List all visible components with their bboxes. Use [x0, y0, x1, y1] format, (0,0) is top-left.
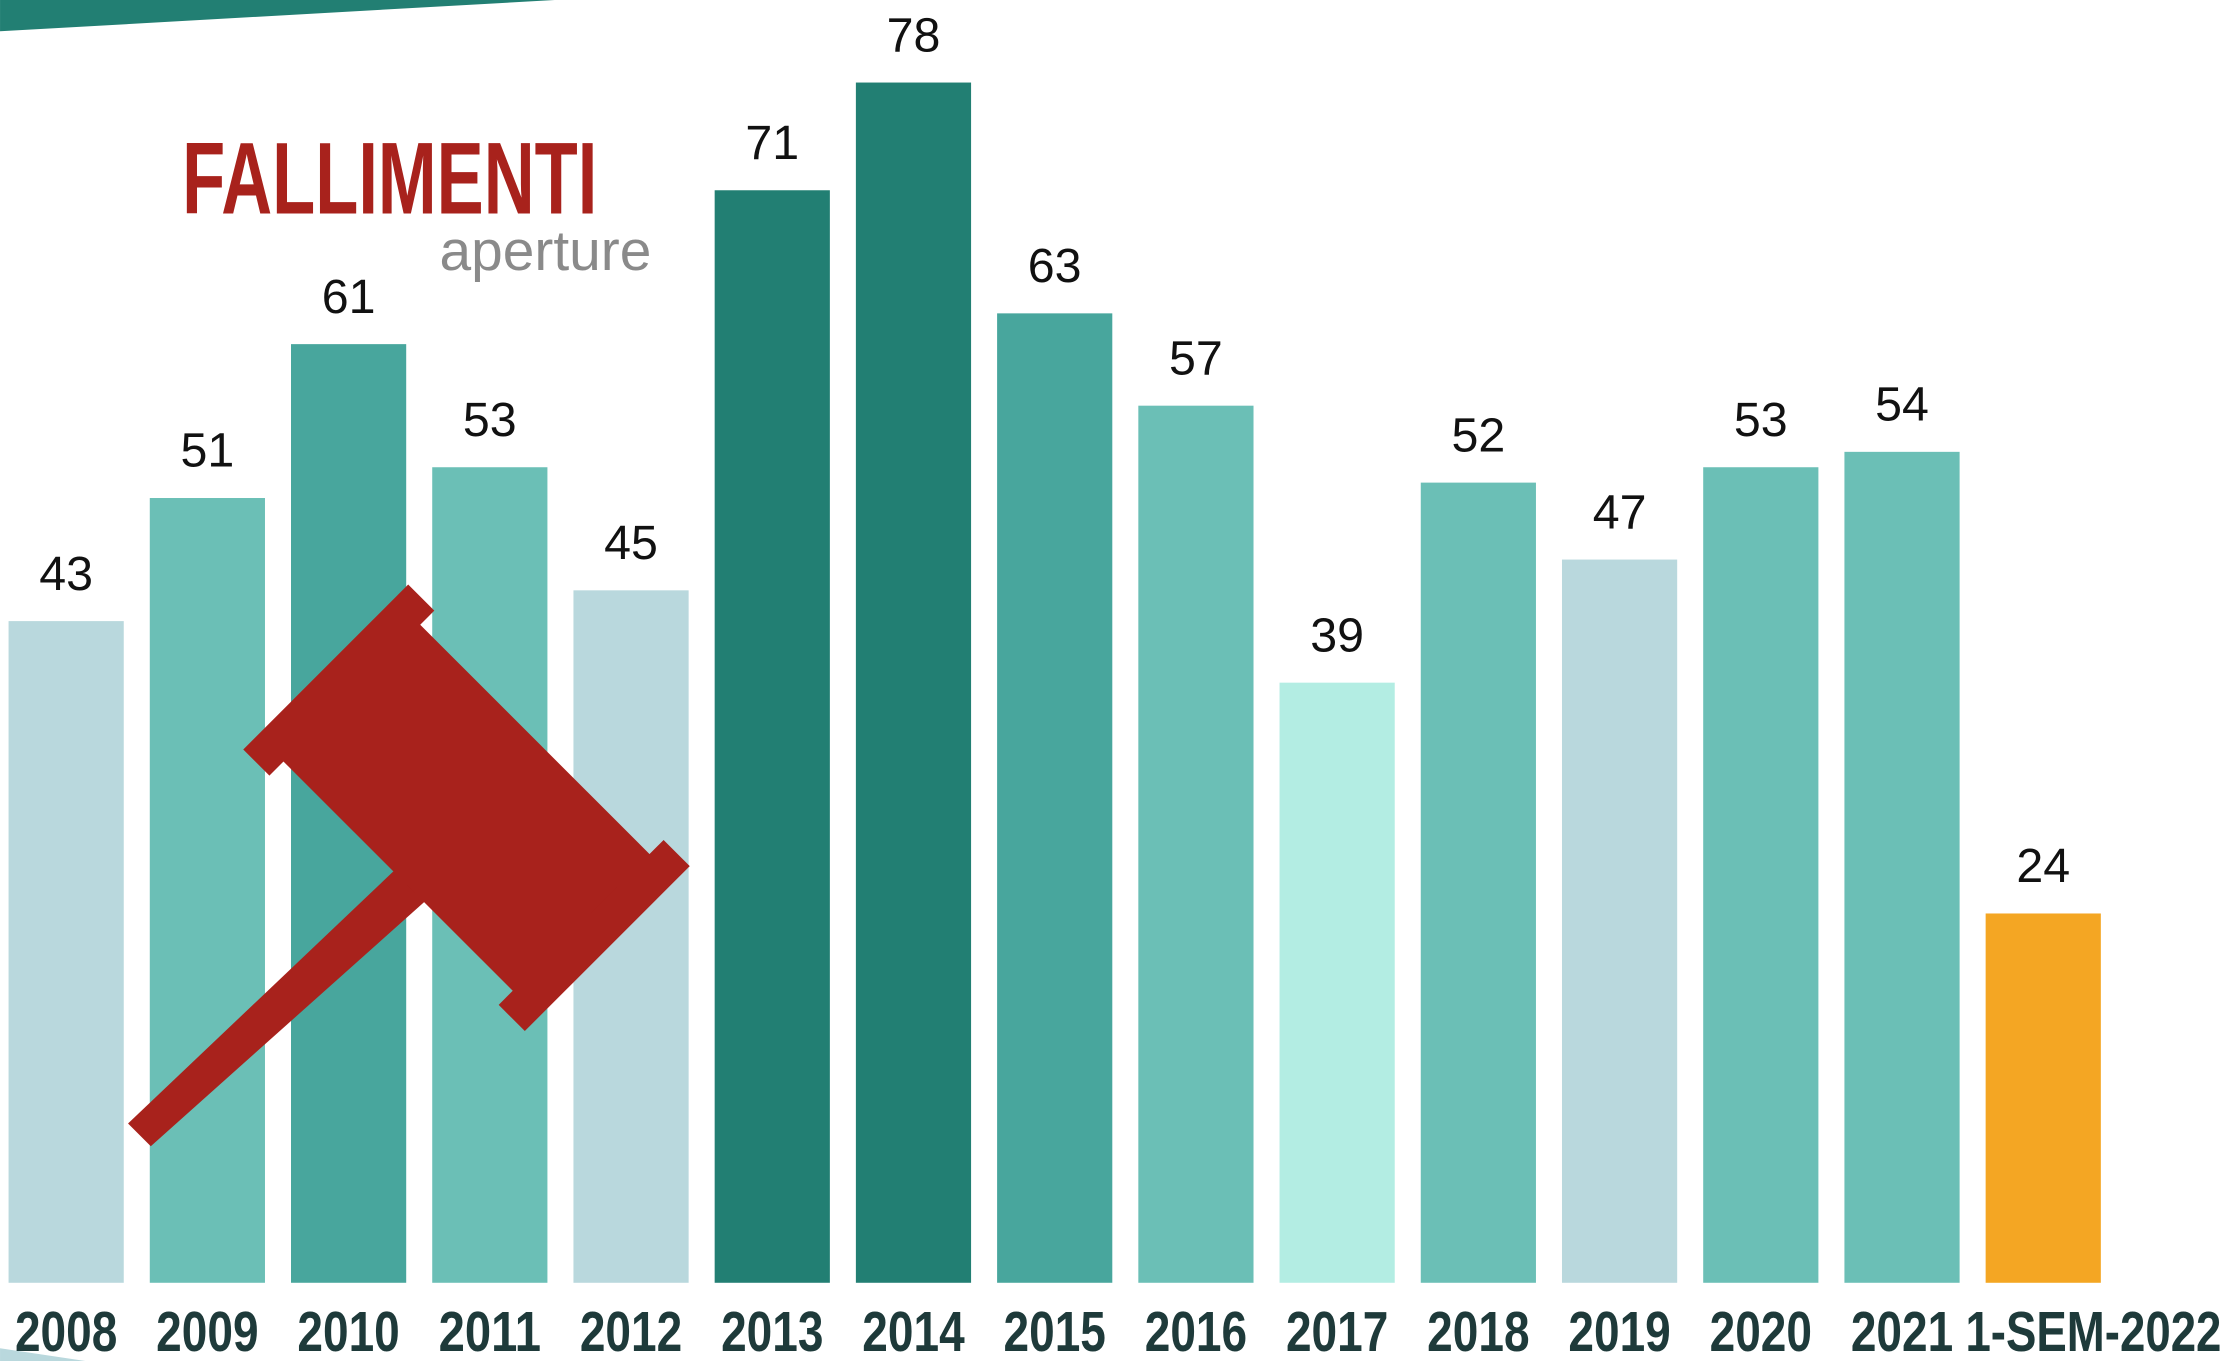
- value-label: 63: [1028, 239, 1082, 293]
- bar: [8, 621, 124, 1283]
- bar: [1844, 451, 1960, 1283]
- value-label: 53: [1734, 393, 1788, 447]
- value-label: 24: [2016, 839, 2070, 893]
- x-tick-label: 2010: [297, 1301, 399, 1361]
- bar: [997, 313, 1113, 1283]
- x-tick-label: 2011: [439, 1301, 541, 1361]
- value-label: 47: [1593, 485, 1647, 539]
- value-label: 39: [1310, 608, 1364, 662]
- x-tick-label: 2013: [721, 1301, 823, 1361]
- gavel-handle: [128, 853, 444, 1147]
- value-label: 54: [1875, 378, 1929, 432]
- bar: [1561, 559, 1678, 1283]
- x-tick-label: 2020: [1710, 1301, 1812, 1361]
- value-label: 45: [604, 516, 658, 570]
- value-label: 53: [463, 393, 517, 447]
- value-label: 78: [887, 8, 941, 62]
- bar: [1279, 682, 1395, 1283]
- bar: [149, 498, 265, 1283]
- x-tick-label: 2019: [1568, 1301, 1670, 1361]
- x-tick-label: 2021: [1851, 1301, 1953, 1361]
- x-tick-label: 1-SEM-2022: [1965, 1301, 2221, 1361]
- bar: [855, 82, 972, 1283]
- x-tick-label: 2009: [156, 1301, 258, 1361]
- value-label: 43: [39, 547, 93, 601]
- value-label: 51: [180, 424, 234, 478]
- bar: [1420, 482, 1536, 1283]
- top-band: [0, 0, 555, 32]
- x-tick-label: 2008: [15, 1301, 117, 1361]
- value-label: 57: [1169, 331, 1223, 385]
- x-tick-label: 2012: [580, 1301, 682, 1361]
- bar: [1985, 913, 2101, 1283]
- gavel-head: [243, 584, 690, 1032]
- bar: [714, 190, 830, 1283]
- x-tick-label: 2017: [1286, 1301, 1388, 1361]
- x-tick-label: 2014: [862, 1301, 965, 1361]
- bar: [1703, 467, 1819, 1283]
- bar: [1138, 405, 1254, 1283]
- value-label: 61: [322, 270, 376, 324]
- chart-subtitle: aperture: [440, 220, 652, 283]
- value-label: 52: [1451, 408, 1505, 462]
- value-label: 71: [745, 116, 799, 170]
- x-tick-label: 2016: [1145, 1301, 1247, 1361]
- gavel-icon: [128, 584, 690, 1147]
- x-tick-label: 2015: [1004, 1301, 1106, 1361]
- x-tick-label: 2018: [1427, 1301, 1529, 1361]
- chart-title: FALLIMENTI: [182, 120, 597, 235]
